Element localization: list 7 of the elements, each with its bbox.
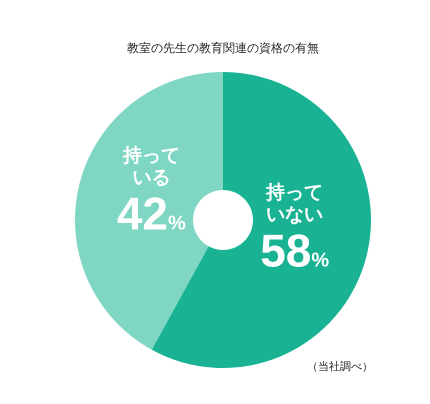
- data-label: 42%: [116, 188, 186, 240]
- slice-label: 持っている: [122, 144, 180, 189]
- text: （当社調べ）: [307, 360, 373, 373]
- data-label: 58%: [260, 224, 330, 276]
- chart-title: 教室の先生の教育関連の資格の有無: [127, 41, 319, 55]
- slice-label: 持っていない: [265, 181, 324, 226]
- donut-slice: [75, 72, 223, 350]
